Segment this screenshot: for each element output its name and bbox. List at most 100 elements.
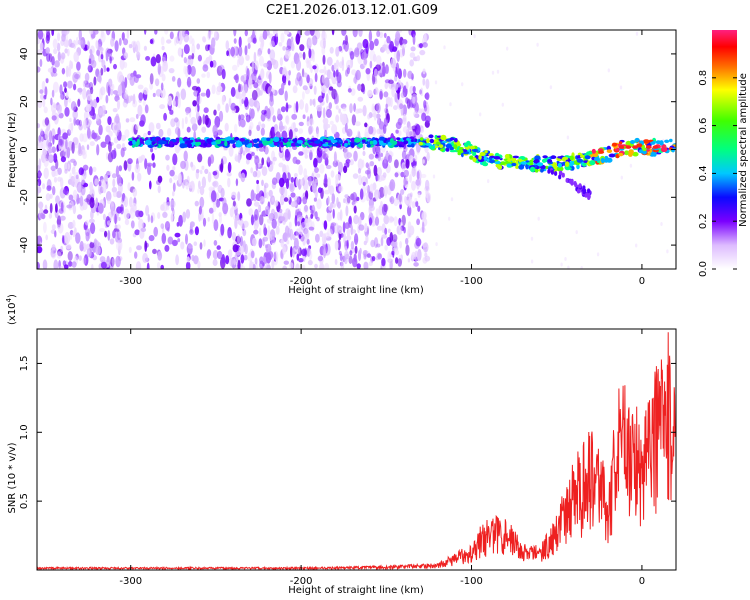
heatmap-signal-cell xyxy=(262,140,269,146)
heatmap-noise-cell xyxy=(178,30,184,41)
heatmap-noise-cell xyxy=(302,91,305,100)
heatmap-noise-cell xyxy=(530,259,534,264)
heatmap-noise-cell xyxy=(424,115,431,123)
heatmap-noise-cell xyxy=(391,250,395,256)
heatmap-noise-cell xyxy=(74,73,80,79)
heatmap-noise-cell xyxy=(166,197,170,203)
heatmap-noise-cell xyxy=(292,233,296,241)
heatmap-noise-cell xyxy=(409,174,412,183)
heatmap-signal-cell xyxy=(569,160,574,167)
heatmap-signal-cell xyxy=(565,178,569,183)
heatmap-signal-cell xyxy=(164,143,171,147)
heatmap-noise-cell xyxy=(394,159,399,169)
bottom-y-axis-label: SNR (10 * v/v) xyxy=(7,442,18,513)
heatmap-noise-cell xyxy=(261,157,265,166)
heatmap-noise-cell xyxy=(73,117,77,126)
heatmap-noise-cell xyxy=(259,260,265,269)
heatmap-noise-cell xyxy=(321,74,325,84)
heatmap-signal-cell xyxy=(379,140,384,146)
heatmap-noise-cell xyxy=(414,154,418,162)
heatmap-noise-cell xyxy=(341,56,344,66)
heatmap-noise-cell xyxy=(212,180,219,188)
heatmap-noise-cell xyxy=(152,92,156,98)
chart-title: C2E1.2026.013.12.01.G09 xyxy=(266,3,438,18)
heatmap-noise-cell xyxy=(333,151,337,164)
heatmap-noise-cell xyxy=(128,246,132,253)
heatmap-noise-cell xyxy=(264,148,269,153)
heatmap-noise-cell xyxy=(112,230,116,239)
heatmap-noise-cell xyxy=(108,130,113,137)
heatmap-noise-cell xyxy=(537,216,540,221)
heatmap-noise-cell xyxy=(75,232,81,244)
heatmap-signal-cell xyxy=(410,139,414,143)
heatmap-signal-cell xyxy=(556,166,564,172)
heatmap-noise-cell xyxy=(370,239,376,248)
heatmap-noise-cell xyxy=(132,93,136,105)
heatmap-noise-cell xyxy=(203,239,206,247)
heatmap-noise-cell xyxy=(264,205,270,216)
heatmap-noise-cell xyxy=(128,44,133,49)
heatmap-noise-cell xyxy=(295,101,299,113)
heatmap-noise-cell xyxy=(376,102,381,114)
heatmap-noise-cell xyxy=(61,67,66,75)
heatmap-noise-cell xyxy=(60,52,66,60)
heatmap-noise-cell xyxy=(402,126,409,133)
heatmap-noise-cell xyxy=(246,68,250,80)
heatmap-noise-cell xyxy=(43,221,47,234)
heatmap-signal-cell xyxy=(350,142,355,148)
heatmap-noise-cell xyxy=(224,122,229,132)
heatmap-noise-cell xyxy=(127,158,133,165)
heatmap-signal-cell xyxy=(179,140,185,145)
heatmap-noise-cell xyxy=(278,42,283,47)
heatmap-noise-cell xyxy=(166,39,172,44)
heatmap-signal-cell xyxy=(580,154,585,158)
top-xtick-label: -300 xyxy=(119,276,142,287)
heatmap-noise-cell xyxy=(220,223,225,236)
heatmap-noise-cell xyxy=(353,214,360,225)
heatmap-noise-cell xyxy=(190,161,194,168)
heatmap-noise-cell xyxy=(44,86,48,97)
heatmap-noise-cell xyxy=(130,95,134,102)
heatmap-signal-cell xyxy=(542,155,548,159)
heatmap-noise-cell xyxy=(45,34,50,44)
heatmap-noise-cell xyxy=(50,249,54,255)
heatmap-signal-cell xyxy=(488,153,494,157)
heatmap-noise-cell xyxy=(135,261,142,269)
heatmap-noise-cell xyxy=(171,239,178,247)
heatmap-signal-cell xyxy=(372,140,378,145)
heatmap-noise-cell xyxy=(140,154,146,161)
heatmap-noise-cell xyxy=(177,47,183,57)
heatmap-noise-cell xyxy=(236,59,240,68)
heatmap-noise-cell xyxy=(340,103,347,109)
heatmap-noise-cell xyxy=(212,249,219,260)
heatmap-signal-cell xyxy=(659,140,664,146)
heatmap-noise-cell xyxy=(237,259,241,269)
heatmap-noise-cell xyxy=(186,126,191,133)
heatmap-signal-cell xyxy=(604,157,611,162)
heatmap-noise-cell xyxy=(69,117,72,123)
heatmap-noise-cell xyxy=(149,73,154,85)
heatmap-noise-cell xyxy=(304,204,308,212)
heatmap-noise-cell xyxy=(156,262,161,269)
heatmap-noise-cell xyxy=(165,204,170,211)
heatmap-noise-cell xyxy=(357,223,361,234)
heatmap-noise-cell xyxy=(62,188,69,195)
heatmap-noise-cell xyxy=(419,49,426,56)
heatmap-signal-cell xyxy=(506,163,512,167)
heatmap-noise-cell xyxy=(89,49,93,55)
heatmap-noise-cell xyxy=(185,209,191,219)
heatmap-noise-cell xyxy=(134,251,138,259)
heatmap-noise-cell xyxy=(82,133,88,143)
heatmap-noise-cell xyxy=(394,92,398,103)
heatmap-noise-cell xyxy=(365,43,369,55)
heatmap-noise-cell xyxy=(96,49,100,56)
heatmap-noise-cell xyxy=(251,89,258,101)
heatmap-signal-cell xyxy=(332,143,338,147)
heatmap-noise-cell xyxy=(206,250,211,259)
heatmap-noise-cell xyxy=(195,111,200,121)
heatmap-noise-cell xyxy=(106,261,110,268)
heatmap-noise-cell xyxy=(413,262,419,267)
heatmap-noise-cell xyxy=(293,237,299,250)
heatmap-noise-cell xyxy=(368,261,373,267)
heatmap-noise-cell xyxy=(109,56,112,64)
